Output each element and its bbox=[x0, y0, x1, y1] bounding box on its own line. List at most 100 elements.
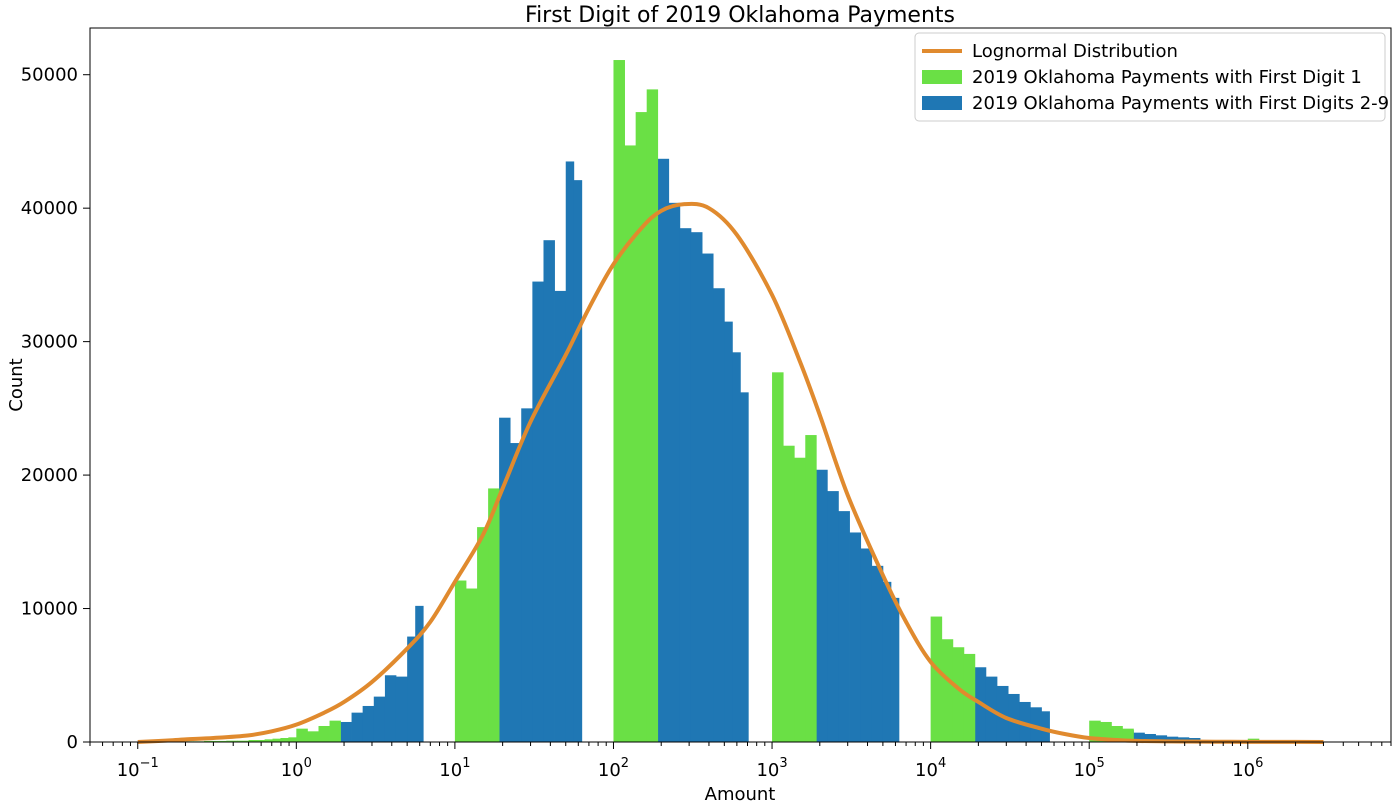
bar-digit1 bbox=[226, 740, 238, 742]
bar-digit1 bbox=[215, 740, 227, 742]
x-tick-label: 100 bbox=[281, 756, 312, 781]
x-tick-exponent: 6 bbox=[1255, 756, 1263, 771]
bar-digit1 bbox=[477, 527, 489, 742]
bar-digits29 bbox=[732, 352, 741, 742]
y-tick-label: 10000 bbox=[21, 599, 78, 620]
bar-digit1 bbox=[941, 639, 954, 742]
bar-digits29 bbox=[373, 696, 386, 742]
bar-digits29 bbox=[573, 180, 583, 742]
x-tick-label: 10−1 bbox=[117, 756, 159, 781]
bar-digit1 bbox=[930, 616, 943, 742]
bar-digits29 bbox=[1155, 735, 1168, 742]
legend-swatch-digit1 bbox=[922, 70, 962, 84]
bar-digit1 bbox=[794, 457, 806, 742]
bar-digit1 bbox=[204, 740, 216, 742]
bar-digits29 bbox=[871, 565, 884, 742]
bar-digit1 bbox=[613, 60, 625, 742]
legend-label-digit1: 2019 Oklahoma Payments with First Digit … bbox=[972, 67, 1362, 88]
bar-digit1 bbox=[1122, 728, 1134, 742]
bar-digit1 bbox=[466, 588, 478, 742]
bar-digit1 bbox=[488, 488, 500, 742]
bar-digits29 bbox=[740, 392, 749, 742]
x-tick-base: 10 bbox=[1232, 760, 1255, 781]
bar-digits29 bbox=[890, 597, 900, 742]
bar-digits29 bbox=[554, 290, 567, 742]
y-axis-ticks: 0 10000 20000 30000 40000 50000 bbox=[21, 65, 90, 753]
bar-digits29 bbox=[1133, 732, 1145, 742]
bar-digits29 bbox=[860, 548, 873, 742]
y-tick-label: 0 bbox=[67, 732, 78, 753]
bar-digits29 bbox=[702, 253, 714, 743]
bar-digits29 bbox=[415, 605, 424, 742]
bar-digit1 bbox=[256, 740, 266, 742]
bar-digits29 bbox=[668, 202, 681, 742]
bar-digits29 bbox=[395, 676, 408, 742]
bar-digits29 bbox=[1144, 733, 1156, 742]
bar-digit1 bbox=[329, 720, 341, 742]
y-axis-label: Count bbox=[6, 358, 27, 411]
x-axis-ticks: 10−1 100 101 102 103 104 105 106 bbox=[89, 742, 1392, 781]
y-tick-label: 30000 bbox=[21, 332, 78, 353]
bar-digit1 bbox=[1111, 725, 1123, 742]
bar-digit1 bbox=[264, 739, 273, 742]
legend-label-digits29: 2019 Oklahoma Payments with First Digits… bbox=[972, 93, 1389, 114]
x-tick-exponent: 2 bbox=[621, 756, 629, 771]
bars-digits-2-9 bbox=[340, 158, 1201, 743]
bar-digits29 bbox=[340, 721, 352, 742]
legend-swatch-digits29 bbox=[922, 96, 962, 110]
x-tick-exponent: 1 bbox=[462, 756, 470, 771]
x-tick-exponent: 3 bbox=[779, 756, 787, 771]
bar-digit1 bbox=[1100, 721, 1112, 742]
x-tick-base: 10 bbox=[756, 760, 779, 781]
bar-digit1 bbox=[288, 737, 297, 742]
x-tick-label: 106 bbox=[1232, 756, 1263, 781]
bar-digits29 bbox=[521, 408, 533, 742]
x-tick-base: 10 bbox=[281, 760, 304, 781]
bar-digit1 bbox=[646, 89, 659, 742]
bar-digits29 bbox=[543, 240, 555, 742]
bar-digit1 bbox=[318, 725, 330, 742]
x-tick-label: 103 bbox=[756, 756, 787, 781]
bar-digits29 bbox=[499, 417, 511, 742]
bar-digits29 bbox=[849, 532, 862, 742]
bar-digit1 bbox=[635, 112, 648, 742]
bar-digits29 bbox=[565, 161, 575, 742]
bar-digit1 bbox=[248, 740, 258, 742]
x-tick-base: 10 bbox=[598, 760, 621, 781]
bar-digit1 bbox=[237, 740, 249, 742]
bar-digits29 bbox=[532, 281, 544, 742]
bar-digits29 bbox=[362, 705, 375, 742]
plot-frame bbox=[89, 27, 1392, 743]
x-tick-label: 104 bbox=[915, 756, 946, 781]
x-tick-label: 102 bbox=[598, 756, 629, 781]
bar-digit1 bbox=[772, 372, 784, 742]
bar-digit1 bbox=[272, 738, 281, 742]
bar-digits29 bbox=[657, 158, 670, 743]
bar-digits29 bbox=[1166, 736, 1179, 742]
legend-box bbox=[914, 32, 1386, 122]
lognormal-line bbox=[137, 201, 1324, 744]
bar-digits29 bbox=[407, 636, 416, 742]
bar-digit1 bbox=[783, 445, 795, 742]
bar-digits29 bbox=[816, 469, 828, 742]
bar-digit1 bbox=[805, 435, 817, 742]
x-tick-base: 10 bbox=[1074, 760, 1097, 781]
chart-title: First Digit of 2019 Oklahoma Payments bbox=[525, 3, 955, 28]
bar-digits29 bbox=[690, 232, 703, 742]
bar-digits29 bbox=[510, 443, 522, 742]
bar-digits29 bbox=[1019, 701, 1031, 742]
bar-digits29 bbox=[724, 321, 733, 742]
y-tick-label: 50000 bbox=[21, 65, 78, 86]
x-tick-base: 10 bbox=[439, 760, 462, 781]
bar-digits29 bbox=[827, 491, 839, 742]
bar-digits29 bbox=[1030, 707, 1042, 742]
bar-digits29 bbox=[384, 675, 397, 742]
bar-digits29 bbox=[679, 228, 692, 742]
bar-digit1 bbox=[624, 145, 637, 742]
bar-digits29 bbox=[1041, 711, 1050, 742]
x-tick-base: 10 bbox=[117, 760, 140, 781]
bar-digit1 bbox=[296, 728, 308, 742]
bar-digit1 bbox=[280, 738, 289, 742]
x-tick-label: 101 bbox=[439, 756, 470, 781]
